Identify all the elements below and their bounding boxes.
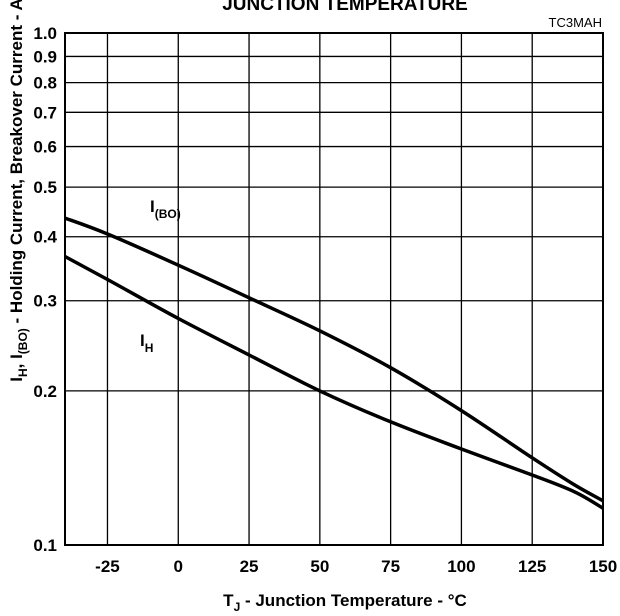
x-tick-label: 50: [310, 557, 329, 576]
x-tick-label: 0: [174, 557, 183, 576]
grid: [64, 32, 604, 546]
y-tick-label: 0.3: [33, 292, 57, 311]
y-tick-label: 0.1: [33, 536, 57, 555]
chart-title: JUNCTION TEMPERATURE: [222, 0, 468, 15]
x-tick-label: 25: [240, 557, 259, 576]
figure-code: TC3MAH: [549, 15, 602, 30]
x-tick-label: 150: [589, 557, 617, 576]
y-tick-labels: 0.1 0.2 0.3 0.4 0.5 0.6 0.7 0.8 0.9 1.0: [33, 24, 57, 555]
series-labels: I(BO) IH: [140, 197, 181, 355]
x-axis-label: TJ - Junction Temperature - °C: [223, 591, 467, 614]
y-tick-label: 0.2: [33, 382, 57, 401]
x-tick-labels: -25 0 25 50 75 100 125 150: [95, 557, 617, 576]
y-tick-label: 0.9: [33, 47, 57, 66]
plot-frame: [64, 32, 604, 546]
x-tick-label: 100: [447, 557, 475, 576]
y-tick-label: 0.7: [33, 103, 57, 122]
y-tick-label: 0.4: [33, 228, 57, 247]
curves: [64, 216, 604, 510]
y-tick-label: 1.0: [33, 24, 57, 43]
series-label-ibo: I(BO): [150, 197, 181, 221]
y-axis-label: IH, I(BO) - Holding Current, Breakover C…: [7, 0, 30, 382]
y-tick-label: 0.6: [33, 138, 57, 157]
x-tick-label: -25: [95, 557, 120, 576]
y-tick-label: 0.5: [33, 178, 57, 197]
x-tick-label: 75: [381, 557, 400, 576]
series-line-ibo: [64, 216, 604, 503]
y-tick-label: 0.8: [33, 74, 57, 93]
x-tick-label: 125: [518, 557, 546, 576]
series-line-ih: [64, 254, 604, 510]
series-label-ih: IH: [140, 331, 153, 355]
